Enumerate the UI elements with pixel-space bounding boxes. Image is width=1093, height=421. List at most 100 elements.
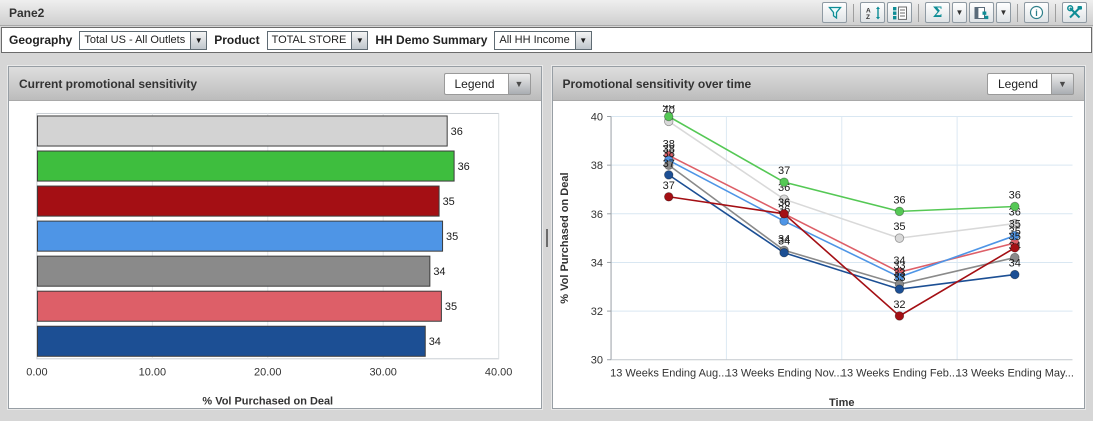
chevron-down-icon: ▼: [1051, 72, 1074, 95]
chevron-down-icon[interactable]: ▼: [351, 31, 368, 49]
data-point-label: 36: [893, 194, 905, 206]
bar-value-label: 34: [433, 266, 445, 278]
bar-chart-svg: 36 36 35 35 34 35 34 0.00 10.00 20.00 30.00 40.00 % …: [26, 112, 512, 408]
filter-button[interactable]: [822, 2, 847, 23]
pane-title-bar: Pane2 A Z: [0, 0, 1093, 26]
x-tick-label: 40.00: [485, 367, 512, 379]
bar-chart-legend-button[interactable]: Legend ▼: [443, 72, 531, 95]
bar-value-label: 35: [446, 231, 458, 243]
line-series-light-gray: [667, 120, 1015, 239]
data-point-label: 34: [1008, 258, 1020, 270]
y-tick-label: 32: [590, 306, 602, 318]
data-point-dark-blue: [894, 284, 904, 294]
data-point-label: 37: [662, 158, 674, 170]
aggregation-button[interactable]: Σ: [925, 2, 950, 23]
layout-caret-button[interactable]: ▼: [996, 2, 1011, 23]
data-point-gray: [1009, 252, 1020, 263]
filter-icon: [827, 6, 842, 19]
bar: [36, 325, 426, 357]
y-tick-label: 38: [590, 160, 602, 172]
data-point-green: [778, 177, 789, 187]
data-point-dark-blue: [778, 248, 789, 258]
data-point-dark-red: [663, 192, 673, 202]
bar-value-label: 36: [451, 126, 463, 138]
bar-chart-panel: Current promotional sensitivity Legend ▼…: [8, 66, 542, 409]
y-tick-label: 40: [590, 112, 602, 124]
x-category-label: 13 Weeks Ending Nov...: [725, 368, 842, 380]
bar-value-label: 35: [445, 301, 457, 313]
x-tick-label: 20.00: [254, 367, 281, 379]
data-point-label: 33: [893, 260, 905, 272]
main-area: Current promotional sensitivity Legend ▼…: [0, 53, 1093, 417]
data-point-label: 32: [893, 299, 905, 311]
data-point-label: 36: [777, 197, 789, 209]
data-point-dark-red: [1009, 243, 1020, 253]
bar-value-label: 34: [429, 336, 441, 348]
tools-button[interactable]: [1062, 2, 1087, 23]
sort-button[interactable]: A Z: [860, 2, 885, 23]
y-tick-label: 34: [590, 257, 602, 269]
line-series-dark-red: [668, 195, 1015, 317]
tools-icon: [1066, 5, 1082, 19]
data-point-label: 35: [1008, 231, 1020, 243]
svg-text:Z: Z: [866, 14, 870, 20]
x-axis-title: % Vol Purchased on Deal: [202, 396, 333, 408]
data-point-label: 35: [893, 221, 905, 233]
data-point-light-gray: [894, 233, 904, 243]
data-point-label: 38: [662, 148, 674, 160]
x-category-label: 13 Weeks Ending May...: [955, 368, 1073, 380]
toolbar-separator: [1055, 3, 1056, 22]
aggregation-caret-button[interactable]: ▼: [952, 2, 967, 23]
panel-splitter: [542, 66, 552, 409]
data-point-label: 34: [777, 236, 789, 248]
chevron-down-icon: ▼: [507, 72, 531, 95]
geography-select[interactable]: Total US - All Outlets ▼: [79, 30, 208, 50]
bar: [36, 290, 442, 322]
toolbar-separator: [918, 3, 919, 22]
y-tick-label: 36: [590, 209, 602, 221]
line-chart-title: Promotional sensitivity over time: [562, 76, 752, 91]
hh-demo-summary-label: HH Demo Summary: [375, 33, 488, 47]
hh-demo-summary-select[interactable]: All HH Income ▼: [494, 30, 592, 50]
filter-bar: Geography Total US - All Outlets ▼ Produ…: [1, 27, 1092, 53]
data-point-light-gray: [778, 194, 789, 204]
hh-demo-summary-select-value: All HH Income: [499, 33, 570, 46]
data-point-label: 36: [777, 197, 789, 209]
line-series-green: [667, 115, 1015, 213]
line-chart-svg: 3032343638404036353640373636383634353836…: [559, 99, 1074, 408]
info-icon: i: [1029, 5, 1044, 20]
data-point-label: 36: [1008, 189, 1020, 201]
chevron-down-icon[interactable]: ▼: [574, 31, 591, 49]
data-point-blue: [1009, 230, 1020, 241]
chevron-down-icon: ▼: [955, 7, 964, 17]
splitter-handle[interactable]: [545, 228, 548, 247]
svg-text:A: A: [866, 7, 871, 14]
sort-az-icon: A Z: [866, 6, 880, 20]
measures-button[interactable]: [887, 2, 912, 23]
data-point-light-gray: [1009, 218, 1020, 229]
geography-label: Geography: [9, 33, 73, 47]
x-category-label: 13 Weeks Ending Aug...: [610, 368, 727, 380]
data-point-dark-blue: [1009, 269, 1020, 280]
measure-list-icon: [892, 6, 907, 20]
bar: [36, 255, 431, 287]
sigma-icon: Σ: [932, 4, 943, 21]
product-select[interactable]: TOTAL STORE ▼: [266, 30, 369, 50]
data-point-label: 38: [662, 138, 674, 150]
data-point-green: [894, 206, 904, 217]
info-button[interactable]: i: [1024, 2, 1049, 23]
chevron-down-icon: ▼: [999, 7, 1008, 17]
bar: [36, 115, 448, 147]
bar: [36, 220, 444, 252]
bar-chart-title: Current promotional sensitivity: [19, 76, 198, 91]
x-tick-label: 30.00: [369, 367, 396, 379]
bar-value-label: 35: [443, 196, 455, 208]
line-chart-legend-button[interactable]: Legend ▼: [987, 72, 1074, 95]
product-select-value: TOTAL STORE: [271, 33, 347, 46]
chevron-down-icon[interactable]: ▼: [190, 31, 207, 49]
line-chart-canvas: 3032343638404036353640373636383634353836…: [553, 99, 1085, 418]
data-point-label: 37: [777, 165, 789, 177]
bar: [36, 185, 440, 217]
layout-button[interactable]: [969, 2, 994, 23]
y-tick-label: 30: [590, 355, 602, 367]
